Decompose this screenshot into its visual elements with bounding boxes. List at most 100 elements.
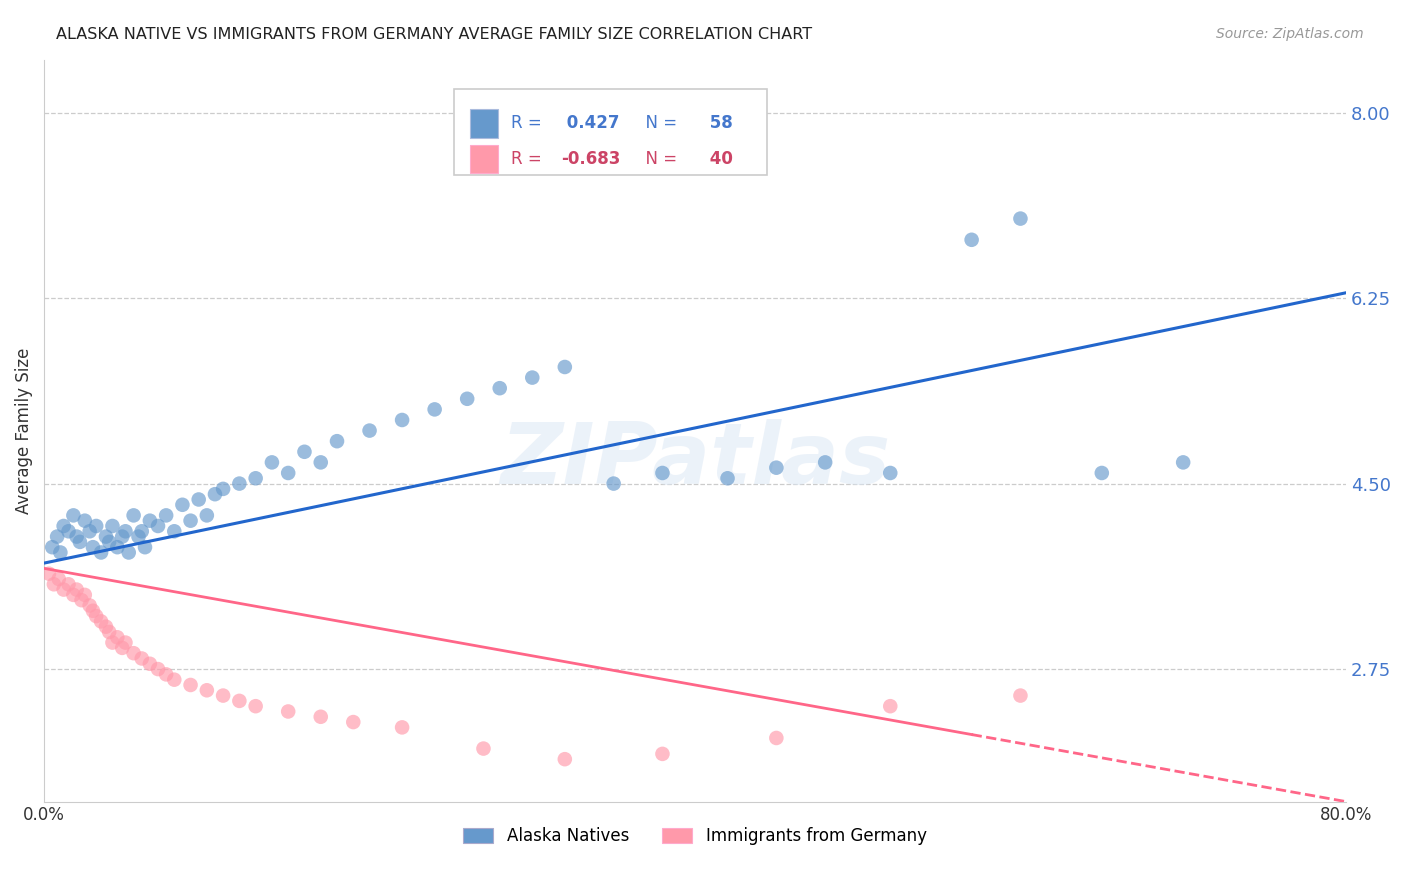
Point [212,689,235,703]
Point [716,471,738,485]
Point [472,741,495,756]
Point [391,720,413,734]
Point [195,508,218,523]
Point [765,731,787,745]
Point [1010,211,1032,226]
Text: N =: N = [636,114,682,132]
Point [1010,689,1032,703]
Point [52,582,75,597]
Point [277,705,299,719]
Point [172,498,194,512]
Text: 0.427: 0.427 [561,114,620,132]
Point [58,524,80,539]
Point [131,651,153,665]
Point [105,540,128,554]
Point [79,524,101,539]
Point [602,476,624,491]
Point [163,524,186,539]
Point [94,620,117,634]
Point [98,624,121,639]
Text: Source: ZipAtlas.com: Source: ZipAtlas.com [1216,27,1364,41]
Text: 58: 58 [704,114,733,132]
Point [42,577,65,591]
Text: ALASKA NATIVE VS IMMIGRANTS FROM GERMANY AVERAGE FAMILY SIZE CORRELATION CHART: ALASKA NATIVE VS IMMIGRANTS FROM GERMANY… [56,27,813,42]
Point [49,545,72,559]
Point [94,530,117,544]
Point [960,233,983,247]
Point [101,635,124,649]
Point [70,593,93,607]
Point [651,747,673,761]
Point [114,635,136,649]
Point [765,460,787,475]
Point [204,487,226,501]
Point [228,694,250,708]
Point [260,455,283,469]
Point [122,646,145,660]
Point [814,455,837,469]
Point [456,392,478,406]
Point [105,630,128,644]
Text: -0.683: -0.683 [561,150,620,169]
Y-axis label: Average Family Size: Average Family Size [15,347,32,514]
Point [391,413,413,427]
Point [122,508,145,523]
Point [488,381,510,395]
Point [228,476,250,491]
Point [73,514,96,528]
Text: ZIPatlas: ZIPatlas [501,418,890,502]
Point [127,530,149,544]
Point [139,657,162,671]
Point [146,662,169,676]
Point [522,370,544,384]
Point [195,683,218,698]
Point [69,534,91,549]
Point [73,588,96,602]
Point [101,519,124,533]
Point [38,566,60,581]
Point [90,615,112,629]
Point [84,609,107,624]
Point [180,514,202,528]
Point [245,471,267,485]
Point [155,667,177,681]
Point [131,524,153,539]
Point [82,604,104,618]
FancyBboxPatch shape [454,89,766,175]
Point [187,492,209,507]
Text: 40: 40 [704,150,733,169]
Point [114,524,136,539]
Point [41,540,63,554]
Point [134,540,156,554]
Point [58,577,80,591]
Point [1173,455,1195,469]
Point [245,699,267,714]
Point [554,359,576,374]
Point [326,434,349,449]
Point [309,710,332,724]
Text: N =: N = [636,150,682,169]
Point [155,508,177,523]
Point [111,640,134,655]
Point [84,519,107,533]
Point [62,508,84,523]
Point [48,572,70,586]
Point [1091,466,1114,480]
Point [98,534,121,549]
Point [66,582,89,597]
Point [423,402,446,417]
Legend: Alaska Natives, Immigrants from Germany: Alaska Natives, Immigrants from Germany [464,827,927,846]
Point [90,545,112,559]
Point [180,678,202,692]
Point [66,530,89,544]
Point [46,530,69,544]
FancyBboxPatch shape [470,145,499,173]
Point [212,482,235,496]
Point [309,455,332,469]
Text: R =: R = [512,150,547,169]
Point [146,519,169,533]
Point [342,715,364,730]
FancyBboxPatch shape [470,110,499,137]
Point [651,466,673,480]
Point [82,540,104,554]
